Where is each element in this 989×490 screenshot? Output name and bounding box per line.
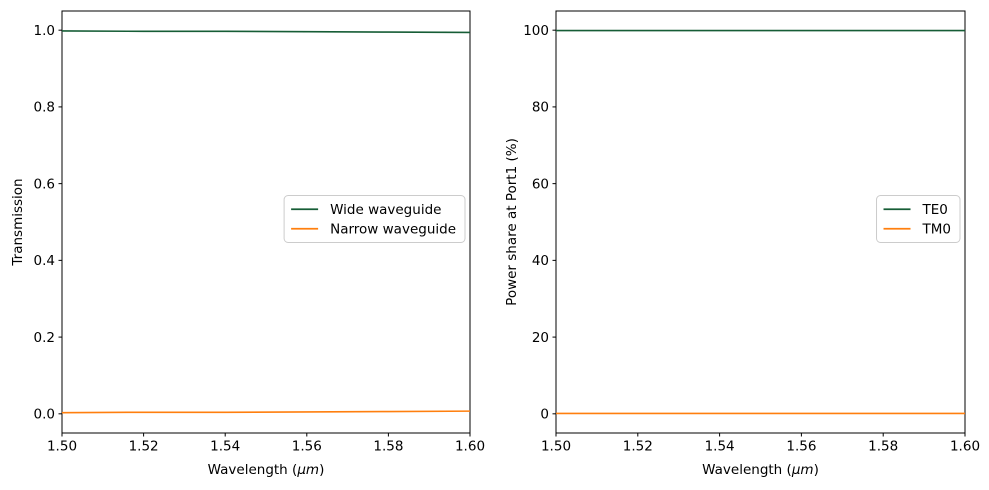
y-tick-label: 0.0 <box>34 407 55 423</box>
x-tick-label: 1.58 <box>868 439 898 455</box>
x-tick-label: 1.54 <box>210 439 240 455</box>
y-tick-label: 40 <box>532 253 549 269</box>
x-tick-label: 1.52 <box>129 439 159 455</box>
legend-frame <box>283 195 466 243</box>
line-wide-waveguide <box>61 30 471 34</box>
x-tick-label: 1.52 <box>623 439 653 455</box>
legend-item-wide-waveguide: Wide waveguide <box>291 202 441 218</box>
x-tick-label: 1.58 <box>373 439 403 455</box>
legend-label: TE0 <box>922 202 948 218</box>
legend-item-tm0: TM0 <box>883 222 951 238</box>
x-tick-label: 1.56 <box>292 439 322 455</box>
y-axis-label: Transmission <box>10 178 26 266</box>
y-axis-label: Power share at Port1 (%) <box>504 138 520 306</box>
legend-label: Narrow waveguide <box>330 222 456 238</box>
x-tick-label: 1.60 <box>455 439 485 455</box>
y-tick-label: 0 <box>540 407 549 423</box>
legend: Wide waveguide Narrow waveguide <box>283 195 466 243</box>
y-tick-label: 0.4 <box>34 253 55 269</box>
legend-label: Wide waveguide <box>330 202 441 218</box>
y-tick-label: 60 <box>532 176 549 192</box>
x-tick-label: 1.50 <box>541 439 571 455</box>
x-axis-label: Wavelength (μm) <box>702 462 819 478</box>
y-tick-label: 80 <box>532 100 549 116</box>
legend-item-te0: TE0 <box>883 202 948 218</box>
x-tick-label: 1.56 <box>786 439 816 455</box>
y-tick-label: 1.0 <box>34 23 55 39</box>
subplot-power-share-at-port1: 1.50 1.52 1.54 1.56 1.58 1.60 0 20 40 60 80 100 Wave… <box>504 10 980 478</box>
y-tick-label: 0.8 <box>34 100 55 116</box>
x-tick-label: 1.60 <box>950 439 980 455</box>
x-tick-label: 1.54 <box>705 439 735 455</box>
legend-label: TM0 <box>922 222 951 238</box>
y-tick-label: 100 <box>523 23 549 39</box>
y-tick-label: 0.6 <box>34 176 55 192</box>
line-narrow-waveguide <box>61 410 471 414</box>
x-axis-label: Wavelength (μm) <box>208 462 325 478</box>
legend-frame <box>876 195 961 243</box>
x-tick-label: 1.50 <box>47 439 77 455</box>
y-tick-label: 20 <box>532 330 549 346</box>
y-tick-label: 0.2 <box>34 330 55 346</box>
subplot-transmission: 1.50 1.52 1.54 1.56 1.58 1.60 0.0 0.2 0.4 0.6 0.8 1… <box>10 10 485 478</box>
legend-item-narrow-waveguide: Narrow waveguide <box>291 222 456 238</box>
